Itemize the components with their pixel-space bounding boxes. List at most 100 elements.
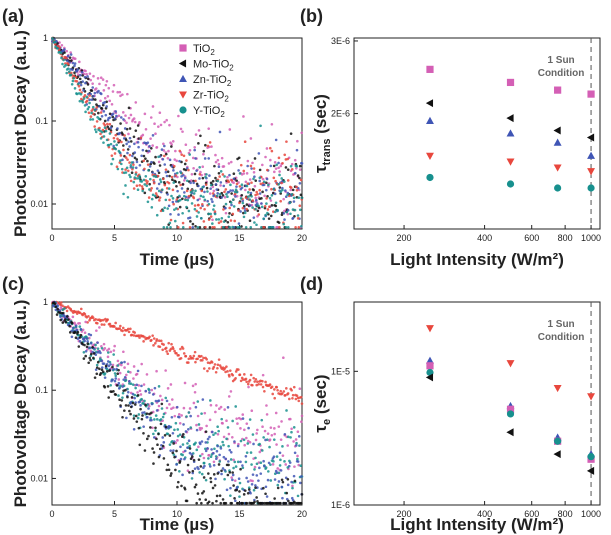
- data-point: [78, 77, 82, 81]
- data-point: [95, 366, 99, 369]
- data-point: [56, 307, 60, 311]
- data-point: [66, 59, 69, 63]
- data-point: [138, 400, 142, 404]
- data-point: [88, 356, 91, 360]
- data-point: [279, 190, 282, 193]
- data-point: [133, 151, 137, 154]
- data-point: [173, 428, 176, 432]
- data-point: [147, 169, 150, 172]
- data-point: [78, 311, 82, 315]
- data-point: [256, 380, 259, 384]
- data-point: [128, 127, 132, 130]
- data-point: [149, 137, 152, 140]
- data-point: [185, 179, 189, 183]
- data-point: [58, 46, 62, 49]
- data-point: [146, 180, 149, 183]
- data-point: [146, 403, 149, 406]
- data-point: [140, 180, 144, 183]
- data-point: [151, 393, 155, 396]
- data-point: [279, 192, 282, 195]
- data-point: [163, 144, 166, 148]
- data-point: [109, 363, 112, 366]
- data-point: [271, 392, 275, 396]
- data-point: [176, 189, 179, 193]
- data-point: [194, 133, 198, 136]
- data-point: [134, 101, 138, 104]
- data-point: [288, 461, 292, 464]
- data-point: [92, 74, 95, 78]
- data-point: [116, 372, 120, 376]
- data-point: [234, 377, 237, 380]
- data-point: [297, 225, 301, 229]
- data-point: [256, 192, 259, 196]
- data-point: [201, 185, 204, 189]
- data-point: [126, 158, 129, 161]
- data-point: [266, 478, 270, 482]
- data-point: [85, 72, 88, 76]
- data-point: [84, 354, 87, 358]
- data-point: [238, 225, 241, 229]
- data-point: [200, 472, 204, 476]
- data-point: [128, 173, 131, 177]
- data-point: [69, 51, 72, 54]
- data-point: [296, 454, 299, 458]
- data-point: [175, 184, 178, 188]
- data-point: [165, 350, 168, 353]
- data-point: [199, 170, 202, 174]
- data-point: [197, 467, 200, 471]
- data-point: [134, 386, 137, 390]
- data-point: [112, 349, 116, 352]
- data-point: [190, 173, 194, 176]
- data-point: [182, 423, 185, 426]
- data-point: [189, 457, 193, 460]
- data-point: [225, 437, 228, 441]
- data-point: [62, 58, 65, 62]
- data-point: [171, 140, 175, 143]
- data-point: [98, 104, 101, 108]
- data-point: [72, 76, 76, 80]
- data-point: [212, 204, 216, 207]
- data-point: [117, 378, 121, 381]
- data-point: [94, 368, 98, 371]
- data-point: [132, 135, 136, 139]
- data-point: [251, 206, 254, 209]
- data-point: [184, 143, 188, 147]
- data-point: [129, 327, 132, 331]
- data-point: [110, 154, 114, 157]
- data-point: [70, 335, 74, 339]
- data-point: [220, 196, 224, 199]
- data-point: [176, 428, 180, 431]
- data-point: [115, 367, 118, 371]
- data-point: [260, 202, 263, 205]
- data-point: [298, 208, 302, 212]
- data-point: [107, 143, 111, 147]
- data-point: [154, 426, 157, 430]
- data-point: [180, 484, 183, 488]
- data-point: [213, 363, 217, 366]
- data-point: [215, 449, 219, 453]
- data-point: [115, 384, 119, 387]
- data-point: [149, 116, 153, 119]
- data-point: [193, 145, 197, 149]
- data-point: [198, 471, 201, 474]
- data-point: [222, 455, 226, 459]
- data-point: [268, 146, 272, 150]
- data-point: [214, 477, 217, 481]
- data-point: [275, 455, 279, 458]
- data-point: [170, 407, 173, 411]
- data-point: [159, 209, 163, 213]
- data-point: [218, 407, 221, 411]
- data-point: [258, 176, 262, 180]
- data-point: [142, 340, 145, 343]
- data-point: [128, 145, 131, 148]
- data-point: [128, 161, 131, 164]
- data-point: [128, 409, 131, 413]
- data-point: [87, 111, 91, 115]
- data-point: [255, 496, 258, 499]
- data-point: [189, 354, 192, 358]
- data-point: [186, 198, 190, 202]
- data-point: [82, 97, 86, 100]
- y-axis-label-group: τe (sec): [311, 374, 333, 432]
- data-point: [295, 148, 299, 152]
- data-point: [199, 134, 202, 138]
